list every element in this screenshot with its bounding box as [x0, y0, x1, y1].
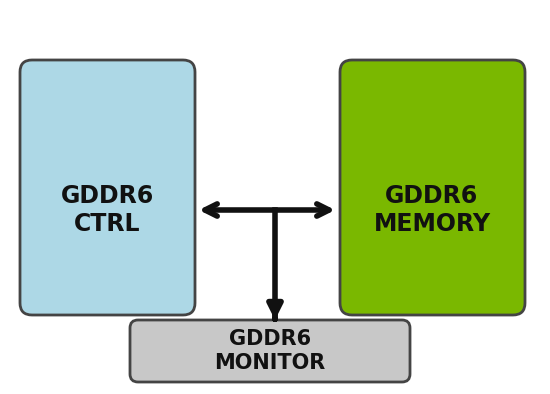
- Text: GDDR6
MEMORY: GDDR6 MEMORY: [373, 184, 491, 236]
- Text: GDDR6
MONITOR: GDDR6 MONITOR: [214, 329, 326, 373]
- Text: GDDR6
CTRL: GDDR6 CTRL: [60, 184, 153, 236]
- FancyBboxPatch shape: [20, 60, 195, 315]
- FancyBboxPatch shape: [130, 320, 410, 382]
- FancyBboxPatch shape: [340, 60, 525, 315]
